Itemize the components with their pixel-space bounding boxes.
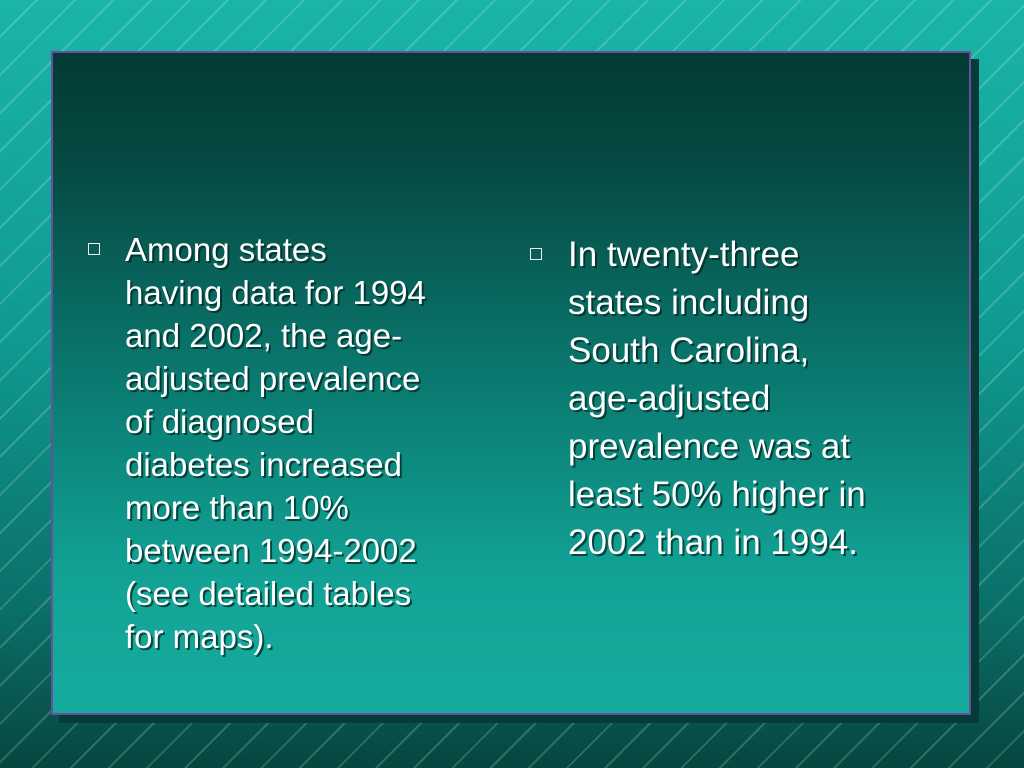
square-bullet-icon xyxy=(88,243,100,255)
bullet-left-line: for maps). xyxy=(125,618,274,655)
bullet-right-line: 2002 than in 1994. xyxy=(568,523,858,562)
content-panel xyxy=(51,51,971,715)
bullet-left-line: of diagnosed xyxy=(125,403,314,440)
bullet-left-line: more than 10% xyxy=(125,489,349,526)
bullet-left-line: and 2002, the age- xyxy=(125,317,403,354)
bullet-left-line: Among states xyxy=(125,231,327,268)
bullet-left-line: (see detailed tables xyxy=(125,575,412,612)
bullet-left-line: adjusted prevalence xyxy=(125,360,421,397)
bullet-right-line: prevalence was at xyxy=(568,427,851,466)
square-bullet-icon xyxy=(530,248,542,260)
bullet-right-line: age-adjusted xyxy=(568,379,771,418)
bullet-right-line: In twenty-three xyxy=(568,235,800,274)
bullet-left-line: having data for 1994 xyxy=(125,274,426,311)
bullet-left: Among states having data for 1994 and 20… xyxy=(88,228,508,658)
bullet-left-line: diabetes increased xyxy=(125,446,403,483)
bullet-right: In twenty-three states including South C… xyxy=(530,231,950,567)
bullet-right-text: In twenty-three states including South C… xyxy=(568,231,950,567)
bullet-left-text: Among states having data for 1994 and 20… xyxy=(125,228,508,658)
bullet-right-line: states including xyxy=(568,283,810,322)
bullet-left-line: between 1994-2002 xyxy=(125,532,417,569)
bullet-right-line: least 50% higher in xyxy=(568,475,866,514)
bullet-right-line: South Carolina, xyxy=(568,331,810,370)
